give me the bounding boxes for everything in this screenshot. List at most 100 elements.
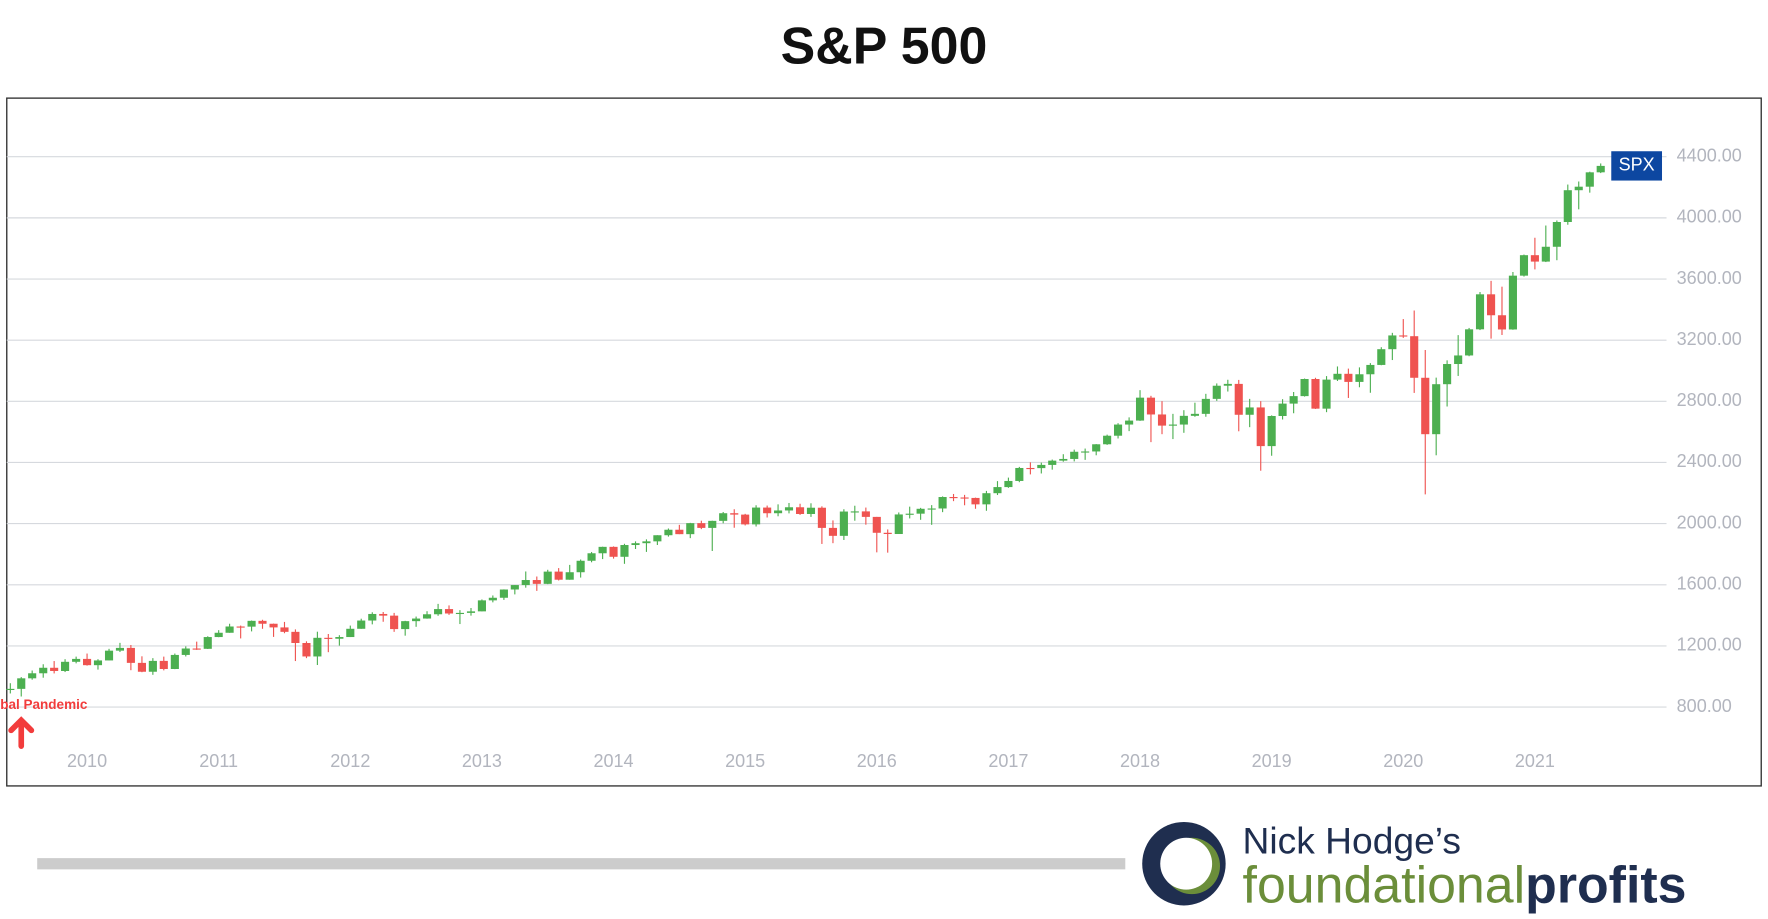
logo bbox=[1142, 822, 1226, 906]
candle-body bbox=[225, 626, 234, 633]
candle-body bbox=[466, 611, 476, 613]
candle-body bbox=[1092, 444, 1101, 452]
candle-body bbox=[148, 660, 157, 672]
candle-body bbox=[927, 508, 936, 510]
candle-body bbox=[576, 560, 585, 573]
candle-body bbox=[806, 507, 816, 514]
candle-body bbox=[1596, 165, 1605, 173]
candle-body bbox=[1399, 335, 1408, 337]
candle-body bbox=[61, 661, 70, 671]
candle-body bbox=[258, 620, 267, 624]
candle-body bbox=[982, 493, 991, 505]
candle-body bbox=[510, 585, 519, 590]
x-tick-label: 2013 bbox=[462, 751, 502, 771]
brand-second: profits bbox=[1525, 855, 1686, 913]
candle-body bbox=[126, 647, 135, 663]
candle-body bbox=[598, 546, 607, 554]
brand-owner: Nick Hodge’s bbox=[1243, 819, 1461, 861]
candle-body bbox=[203, 637, 212, 649]
candle-body bbox=[1004, 480, 1013, 488]
candle-body bbox=[631, 543, 640, 546]
candle-body bbox=[1388, 335, 1397, 350]
chart-frame bbox=[6, 97, 1762, 787]
candle-body bbox=[412, 618, 421, 622]
candle-body bbox=[1015, 467, 1024, 481]
candle-body bbox=[1245, 407, 1254, 415]
candle-body bbox=[1256, 407, 1265, 447]
y-tick-label: 3200.00 bbox=[1677, 329, 1742, 349]
x-tick-label: 2010 bbox=[67, 751, 107, 771]
candle-body bbox=[1201, 398, 1210, 414]
x-tick-label: 2021 bbox=[1515, 751, 1555, 771]
candle-body bbox=[1103, 435, 1112, 445]
plot: 800.00 1200.00 1600.00 2000.00 2400.00 2800.0… bbox=[0, 145, 1742, 771]
candle-body bbox=[609, 546, 618, 557]
candle-body bbox=[1113, 424, 1123, 436]
candle-body bbox=[642, 541, 651, 544]
y-tick-label: 1200.00 bbox=[1677, 635, 1742, 655]
candle-body bbox=[697, 523, 706, 528]
candle-body bbox=[1289, 396, 1298, 404]
candle-body bbox=[1311, 378, 1320, 409]
candle-body bbox=[839, 511, 848, 536]
candle-body bbox=[993, 487, 1002, 494]
candle-body bbox=[1355, 374, 1364, 382]
candle-body bbox=[1432, 384, 1441, 435]
logo-center bbox=[1160, 837, 1213, 890]
candle-body bbox=[72, 658, 81, 662]
candle-body bbox=[181, 648, 190, 655]
candle-body bbox=[708, 520, 717, 528]
candle-body bbox=[1223, 383, 1232, 386]
candle-body bbox=[192, 648, 201, 650]
chart-title: S&P 500 bbox=[781, 16, 988, 74]
candle-body bbox=[1179, 415, 1188, 425]
candle-body bbox=[1157, 414, 1167, 426]
candle-body bbox=[1037, 464, 1046, 469]
candle-body bbox=[1135, 397, 1145, 421]
x-tick-label: 2017 bbox=[988, 751, 1028, 771]
candle-body bbox=[741, 514, 750, 525]
candle-body bbox=[817, 507, 826, 528]
candle-body bbox=[1541, 246, 1550, 262]
candle-body bbox=[477, 600, 486, 612]
price-badge-label: SPX bbox=[1619, 155, 1655, 175]
brand-name: foundationalprofits bbox=[1243, 855, 1687, 913]
candle-body bbox=[828, 527, 838, 536]
candle-body bbox=[346, 628, 355, 638]
candle-body bbox=[587, 553, 596, 561]
candle-body bbox=[1125, 420, 1134, 425]
x-tick-label: 2020 bbox=[1383, 751, 1423, 771]
candle-body bbox=[1026, 467, 1035, 470]
candle-body bbox=[1366, 364, 1375, 375]
candle-body bbox=[401, 621, 410, 630]
candle-body bbox=[379, 613, 388, 616]
candle-body bbox=[719, 513, 728, 521]
candle-body bbox=[313, 637, 322, 657]
candle-body bbox=[1552, 222, 1561, 247]
candle-body bbox=[686, 523, 695, 535]
y-tick-label: 1600.00 bbox=[1677, 574, 1742, 594]
candle-body bbox=[872, 516, 881, 533]
candle-body bbox=[1410, 336, 1419, 378]
candle-body bbox=[850, 511, 859, 513]
candle-body bbox=[554, 571, 563, 580]
candle-body bbox=[532, 580, 541, 584]
candle-body bbox=[302, 643, 311, 657]
x-tick-label: 2012 bbox=[330, 751, 370, 771]
candle-body bbox=[730, 513, 739, 515]
candle-body bbox=[1454, 355, 1463, 365]
candle-body bbox=[39, 667, 48, 674]
candle-body bbox=[1300, 378, 1309, 397]
candle-body bbox=[1465, 329, 1474, 356]
candle-body bbox=[543, 571, 552, 584]
candle-body bbox=[971, 497, 980, 505]
candle-body bbox=[916, 508, 925, 514]
candle-body bbox=[50, 667, 59, 671]
candle-body bbox=[1574, 186, 1583, 191]
candle-body bbox=[236, 626, 245, 628]
candle-body bbox=[444, 609, 454, 614]
candle-body bbox=[905, 513, 914, 515]
candle-body bbox=[565, 572, 574, 580]
candle-body bbox=[6, 688, 15, 690]
